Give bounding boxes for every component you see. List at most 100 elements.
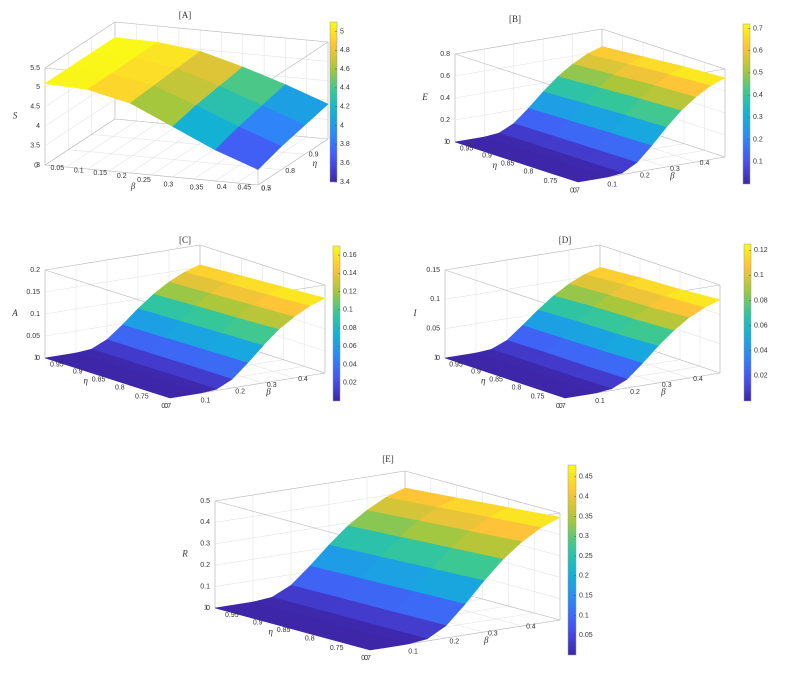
y-tick-label: 0.85 xyxy=(501,160,515,167)
x-tick-label: 0.4 xyxy=(700,160,710,167)
box-edge xyxy=(44,21,116,69)
panel: [A]0 0.05 0.1 0.15 0.20.250.3 0.35 0.4 0.45 0.50… xyxy=(13,10,350,193)
y-axis-label: η xyxy=(269,626,274,636)
z-tick-label: 4 xyxy=(36,123,40,130)
x-tick-label: 0.3 xyxy=(488,630,498,637)
colorbar-tick-label: 4.8 xyxy=(340,47,350,54)
colorbar-tick-label: 0.06 xyxy=(754,322,768,329)
x-tick-label: 0.3 xyxy=(164,182,174,189)
x-tick-label: 0.3 xyxy=(267,382,277,389)
colorbar-tick-label: 0.14 xyxy=(343,270,357,277)
z-tick-label: 5.5 xyxy=(30,65,40,72)
y-tick-label: 1 xyxy=(34,354,38,361)
colorbar-tick-label: 4.6 xyxy=(340,66,350,73)
y-tick-label: 0.95 xyxy=(50,361,64,368)
colorbar-tick-label: 0.2 xyxy=(753,136,763,143)
surface-patch xyxy=(524,379,597,399)
colorbar-tick-label: 3.8 xyxy=(340,141,350,148)
grid-line xyxy=(444,274,601,300)
box-edge xyxy=(44,118,116,166)
x-tick-label: 0.4 xyxy=(298,376,308,383)
y-tick-label: 0.9 xyxy=(309,151,319,158)
y-axis-label: η xyxy=(481,376,486,386)
colorbar-tick-label: 0.05 xyxy=(579,632,593,639)
colorbar-tick-label: 4.2 xyxy=(340,104,350,111)
box-edge xyxy=(214,470,406,502)
colorbar-tick-label: 3.6 xyxy=(340,160,350,167)
y-tick-label: 1 xyxy=(434,354,438,361)
colorbar-tick-label: 0.3 xyxy=(753,114,763,121)
z-axis-label: I xyxy=(413,308,418,318)
chart-title: [C] xyxy=(179,235,191,245)
z-tick-label: 0.05 xyxy=(26,333,40,340)
colorbar-tick-label: 0.1 xyxy=(753,159,763,166)
x-tick-label: 0.3 xyxy=(662,382,672,389)
z-axis-label: A xyxy=(11,308,18,318)
z-tick-label: 0.2 xyxy=(30,267,40,274)
x-tick-label: 0.5 xyxy=(261,186,271,193)
box-edge xyxy=(44,164,259,186)
colorbar-tick-label: 0.45 xyxy=(579,474,593,481)
colorbar-tick-label: 0.25 xyxy=(579,553,593,560)
y-tick-label: 0.75 xyxy=(544,178,558,185)
x-tick-label: 0.1 xyxy=(408,648,418,655)
z-tick-label: 0.5 xyxy=(200,498,210,505)
z-axis-label: R xyxy=(181,549,188,559)
box-edge xyxy=(454,28,603,55)
panel: [E]00.10.20.30.40.70.750.80.850.90.95100… xyxy=(181,454,592,662)
y-tick-label: 0.7 xyxy=(161,403,171,410)
x-tick-label: 0 xyxy=(164,403,168,410)
colorbar xyxy=(567,464,577,656)
colorbar-tick-label: 0.1 xyxy=(343,307,353,314)
colorbar-tick-label: 0.08 xyxy=(343,325,357,332)
colorbar xyxy=(332,245,341,402)
colorbar-tick-label: 5 xyxy=(340,28,344,35)
z-tick-label: 0.05 xyxy=(426,326,440,333)
y-tick-label: 0.95 xyxy=(460,145,474,152)
grid-line xyxy=(44,266,201,293)
x-axis-label: β xyxy=(660,387,666,397)
colorbar-tick-label: 0.02 xyxy=(343,380,357,387)
z-tick-label: 4.5 xyxy=(30,104,40,111)
panel: [B]00.10.20.30.40.70.750.80.850.90.95100… xyxy=(421,14,763,194)
y-tick-label: 0.85 xyxy=(277,627,291,634)
box-edge xyxy=(404,470,561,514)
colorbar-tick-label: 0.1 xyxy=(579,612,589,619)
x-axis-label: β xyxy=(265,386,271,396)
x-tick-label: 0 xyxy=(559,403,563,410)
z-tick-label: 0.1 xyxy=(200,583,210,590)
box-edge xyxy=(44,244,201,271)
grid-line xyxy=(454,50,603,77)
z-tick-label: 0.15 xyxy=(26,289,40,296)
colorbar-tick-label: 0.16 xyxy=(343,252,357,259)
y-tick-label: 0.8 xyxy=(285,168,295,175)
chart-title: [A] xyxy=(179,10,192,20)
y-axis-label: η xyxy=(493,160,498,170)
x-tick-label: 0.2 xyxy=(449,638,459,645)
chart-title: [B] xyxy=(509,14,521,24)
grid-line xyxy=(236,136,307,184)
colorbar xyxy=(329,21,338,183)
z-tick-label: 0.2 xyxy=(440,117,450,124)
colorbar-tick-label: 0.5 xyxy=(753,70,763,77)
chart-title: [D] xyxy=(559,235,572,245)
y-tick-label: 0.8 xyxy=(115,384,125,391)
surface-patch xyxy=(318,629,409,651)
grid-line xyxy=(214,492,406,523)
z-tick-label: 0.3 xyxy=(200,541,210,548)
colorbar-tick-label: 0.4 xyxy=(579,494,589,501)
x-tick-label: 0.4 xyxy=(693,376,703,383)
panel: [D]00.10.20.30.40.70.750.80.850.90.95100… xyxy=(413,235,768,410)
y-tick-label: 0.7 xyxy=(570,187,580,194)
z-tick-label: 3.5 xyxy=(30,142,40,149)
grid-line xyxy=(108,124,180,172)
x-tick-label: 0.05 xyxy=(51,165,65,172)
grid-line xyxy=(66,120,137,168)
x-axis-label: β xyxy=(130,181,136,191)
x-tick-label: 0.1 xyxy=(595,398,605,405)
y-tick-label: 1 xyxy=(444,138,448,145)
z-tick-label: 0.2 xyxy=(200,562,210,569)
box-edge xyxy=(199,244,326,286)
grid-line xyxy=(68,149,282,170)
